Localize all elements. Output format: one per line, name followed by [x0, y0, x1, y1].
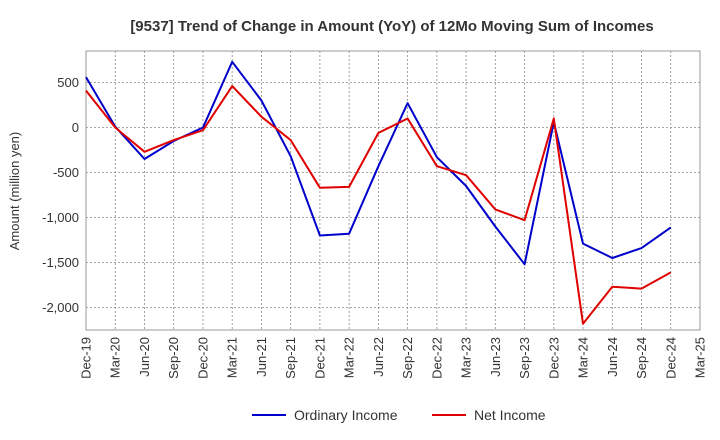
x-tick-label: Mar-24 — [576, 337, 591, 378]
x-tick-label: Sep-21 — [283, 337, 298, 379]
y-tick-label: -1,000 — [42, 210, 79, 225]
legend-label-1: Ordinary Income — [294, 407, 398, 423]
y-tick-label: -1,500 — [42, 255, 79, 270]
series-line-2 — [85, 85, 672, 325]
y-tick-label: -2,000 — [42, 300, 79, 315]
x-tick-label: Jun-20 — [137, 337, 152, 377]
grid — [86, 51, 700, 330]
plot-area — [85, 50, 701, 331]
y-tick-label: -500 — [53, 165, 79, 180]
legend: Ordinary Income Net Income — [252, 407, 546, 423]
x-tick-label: Jun-21 — [254, 337, 269, 377]
x-tick-label: Dec-22 — [429, 337, 444, 379]
x-tick-label: Mar-25 — [693, 337, 708, 378]
x-tick-label: Dec-21 — [312, 337, 327, 379]
x-tick-label: Jun-24 — [605, 337, 620, 377]
x-tick-label: Sep-23 — [517, 337, 532, 379]
chart-title: [9537] Trend of Change in Amount (YoY) o… — [130, 18, 653, 35]
legend-label-2: Net Income — [474, 407, 546, 423]
y-tick-label: 0 — [72, 120, 79, 135]
x-tick-label: Dec-20 — [195, 337, 210, 379]
y-axis: 500 0 -500 -1,000 -1,500 -2,000 — [42, 75, 79, 315]
x-axis: Dec-19 Mar-20 Jun-20 Sep-20 Dec-20 Mar-21 Jun-… — [79, 337, 708, 379]
plot-border — [85, 50, 701, 331]
x-tick-label: Mar-21 — [225, 337, 240, 378]
x-tick-label: Sep-22 — [400, 337, 415, 379]
x-tick-label: Dec-23 — [546, 337, 561, 379]
x-tick-label: Dec-24 — [663, 337, 678, 379]
x-tick-label: Mar-20 — [108, 337, 123, 378]
x-tick-label: Mar-22 — [342, 337, 357, 378]
x-tick-label: Jun-22 — [371, 337, 386, 377]
x-tick-label: Sep-24 — [634, 337, 649, 379]
x-tick-label: Mar-23 — [459, 337, 474, 378]
y-tick-label: 500 — [57, 75, 79, 90]
series-layer — [85, 60, 672, 325]
x-tick-label: Dec-19 — [79, 337, 94, 379]
x-tick-label: Sep-20 — [166, 337, 181, 379]
y-axis-label: Amount (million yen) — [7, 132, 22, 251]
x-tick-label: Jun-23 — [488, 337, 503, 377]
